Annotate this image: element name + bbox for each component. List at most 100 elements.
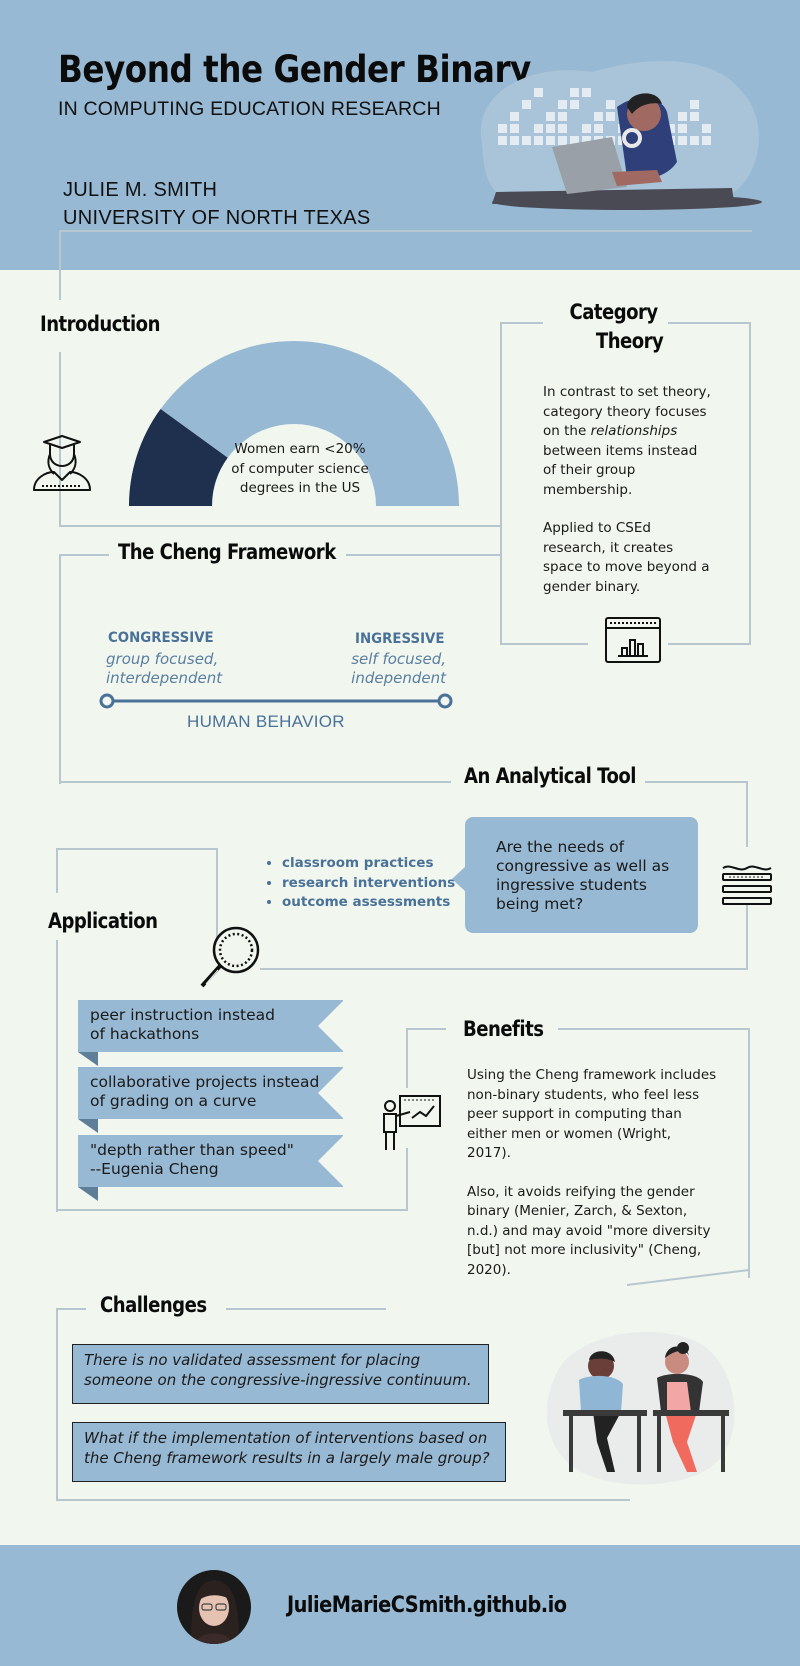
banner-notch <box>318 1135 344 1187</box>
banner-fold <box>78 1052 98 1066</box>
congressive-desc-line: interdependent <box>106 669 223 687</box>
divider-line <box>260 968 748 970</box>
divider-line <box>56 1209 408 1211</box>
banner-line: of hackathons <box>90 1025 200 1043</box>
question-text: Are the needs of congressive as well as … <box>496 838 670 913</box>
tool-bullets: classroom practices research interventio… <box>262 854 455 913</box>
footer-band <box>0 1545 800 1666</box>
divider-line <box>56 1308 86 1310</box>
divider-line <box>59 554 109 556</box>
banner-text: peer instruction instead of hackathons <box>90 1006 275 1044</box>
divider-line <box>56 1499 630 1501</box>
banner-line: of grading on a curve <box>90 1092 257 1110</box>
banner-notch <box>318 1000 344 1052</box>
application-heading: Application <box>48 909 158 933</box>
banner-fold <box>78 1119 98 1133</box>
benefits-paragraph: Using the Cheng framework includes non-b… <box>467 1067 717 1161</box>
category-theory-text: In contrast to set theory, category theo… <box>543 383 711 597</box>
challenge-box: What if the implementation of interventi… <box>72 1422 506 1482</box>
avatar <box>177 1570 251 1644</box>
magnifier-icon <box>200 926 260 988</box>
author-name: JULIE M. SMITH <box>63 179 218 201</box>
divider-line <box>406 1028 408 1088</box>
divider-line <box>56 1308 58 1501</box>
gauge-fill <box>129 409 228 506</box>
congressive-label: CONGRESSIVE <box>108 630 214 646</box>
students-illustration <box>546 1332 735 1485</box>
ingressive-desc: self focused, independent <box>330 650 446 688</box>
category-text: Applied to CSEd research, it creates spa… <box>543 520 710 595</box>
intro-stat-line: degrees in the US <box>239 480 361 496</box>
challenge-box: There is no validated assessment for pla… <box>72 1344 489 1404</box>
divider-line <box>60 230 752 232</box>
author-block: JULIE M. SMITH UNIVERSITY OF NORTH TEXAS <box>63 176 371 232</box>
divider-line <box>59 230 61 300</box>
divider-line <box>226 1308 386 1310</box>
banner-text: "depth rather than speed" --Eugenia Chen… <box>90 1141 294 1179</box>
divider-line <box>500 322 502 527</box>
graduate-icon <box>33 435 91 491</box>
category-theory-heading: Category Theory <box>548 298 668 356</box>
category-heading-line: Category <box>569 300 658 324</box>
benefits-heading: Benefits <box>463 1017 544 1041</box>
divider-line <box>746 905 748 970</box>
banner-fold <box>78 1187 98 1201</box>
bubble-pointer <box>452 866 466 892</box>
banner-notch <box>318 1067 344 1119</box>
page-subtitle: IN COMPUTING EDUCATION RESEARCH <box>58 98 441 120</box>
application-banner: "depth rather than speed" --Eugenia Chen… <box>78 1135 344 1201</box>
divider-line <box>748 1028 750 1278</box>
divider-line <box>749 322 751 644</box>
divider-line <box>56 848 58 893</box>
ingressive-label: INGRESSIVE <box>355 631 445 647</box>
behavior-axis <box>99 693 453 709</box>
waves-icon <box>722 865 772 905</box>
chart-window-icon <box>605 617 661 663</box>
congressive-desc: group focused, interdependent <box>106 650 222 688</box>
axis-label: HUMAN BEHAVIOR <box>187 712 345 731</box>
banner-line: collaborative projects instead <box>90 1073 320 1091</box>
application-banner: collaborative projects instead of gradin… <box>78 1067 344 1133</box>
application-banner: peer instruction instead of hackathons <box>78 1000 344 1066</box>
divider-line <box>59 781 451 783</box>
page-title: Beyond the Gender Binary <box>58 48 531 91</box>
divider-line <box>406 1028 446 1030</box>
banner-text: collaborative projects instead of gradin… <box>90 1073 319 1111</box>
divider-line <box>668 643 751 645</box>
author-affiliation: UNIVERSITY OF NORTH TEXAS <box>63 207 371 229</box>
tool-bullet: classroom practices <box>282 854 455 874</box>
website-link[interactable]: JulieMarieCSmith.github.io <box>287 1593 567 1618</box>
category-heading-line: Theory <box>595 329 664 353</box>
tool-bullet: outcome assessments <box>282 893 455 913</box>
divider-line <box>558 1028 750 1030</box>
introduction-heading: Introduction <box>40 312 160 336</box>
analytical-tool-heading: An Analytical Tool <box>464 764 636 788</box>
divider-line <box>406 1148 408 1211</box>
divider-line <box>56 848 218 850</box>
divider-line <box>668 322 751 324</box>
divider-line <box>500 322 543 324</box>
divider-line <box>500 525 502 645</box>
question-bubble <box>465 817 698 933</box>
divider-line <box>56 940 58 1212</box>
intro-stat-line: of computer science <box>231 460 369 477</box>
banner-line: --Eugenia Cheng <box>90 1160 219 1178</box>
divider-line <box>59 554 61 784</box>
ingressive-desc-line: independent <box>351 669 446 687</box>
congressive-desc-line: group focused, <box>106 650 219 668</box>
category-text: In contrast to set theory, category theo… <box>543 384 711 439</box>
challenges-heading: Challenges <box>100 1293 207 1317</box>
intro-stat-line: Women earn <20% <box>234 441 366 457</box>
banner-line: "depth rather than speed" <box>90 1141 294 1159</box>
divider-line <box>500 643 588 645</box>
category-text: between items instead of their group mem… <box>543 442 698 498</box>
banner-line: peer instruction instead <box>90 1006 275 1024</box>
category-emphasis: relationships <box>590 423 678 439</box>
benefits-text: Using the Cheng framework includes non-b… <box>467 1066 719 1280</box>
divider-line <box>216 848 218 940</box>
divider-line <box>746 781 748 847</box>
intro-stat: Women earn <20% of computer science degr… <box>220 440 380 499</box>
benefits-paragraph: Also, it avoids reifying the gender bina… <box>467 1183 711 1278</box>
person-laptop-illustration <box>480 60 762 210</box>
divider-line <box>346 554 502 556</box>
